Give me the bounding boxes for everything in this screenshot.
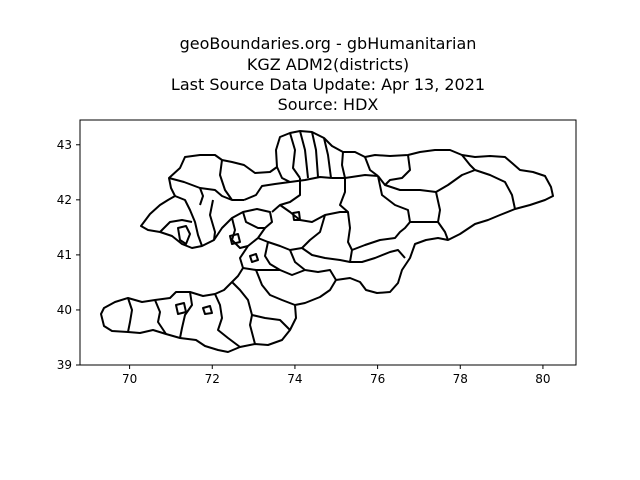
district-line <box>461 154 476 171</box>
district-line <box>299 130 309 179</box>
enclave-outline <box>249 253 259 263</box>
district-line <box>242 211 265 229</box>
x-tick-label: 72 <box>205 372 220 386</box>
district-line <box>255 269 296 306</box>
x-tick-label: 80 <box>535 372 550 386</box>
district-line <box>341 151 346 179</box>
district-line <box>159 219 193 233</box>
district-line <box>349 175 411 263</box>
enclave-outline <box>292 211 301 221</box>
district-line <box>214 293 241 348</box>
x-axis-ticks: 70 72 74 76 78 80 <box>122 365 551 386</box>
enclave-outline <box>202 305 213 315</box>
district-line <box>279 204 348 223</box>
y-tick-label: 43 <box>57 138 72 152</box>
x-tick-label: 74 <box>287 372 302 386</box>
district-line <box>179 291 193 339</box>
x-tick-label: 76 <box>370 372 385 386</box>
y-axis-ticks: 39 40 41 42 43 <box>57 138 80 372</box>
district-line <box>127 297 133 333</box>
y-tick-label: 42 <box>57 193 72 207</box>
district-line <box>231 281 256 345</box>
axes-frame <box>79 119 577 366</box>
district-line <box>364 156 379 177</box>
x-tick-label: 78 <box>453 372 468 386</box>
y-tick-label: 41 <box>57 248 72 262</box>
district-line <box>289 132 301 179</box>
title-line-1: geoBoundaries.org - gbHumanitarian <box>180 34 477 53</box>
district-line <box>251 314 291 331</box>
district-line <box>243 176 333 201</box>
district-line <box>332 174 379 179</box>
enclave-outline <box>229 233 241 245</box>
district-line <box>271 178 301 213</box>
district-line <box>257 237 406 263</box>
district-boundaries <box>100 130 554 353</box>
enclave-outline <box>175 302 187 315</box>
y-tick-label: 39 <box>57 358 72 372</box>
district-line <box>242 267 280 271</box>
district-line <box>384 154 411 186</box>
district-line <box>154 299 167 335</box>
district-line <box>199 187 244 201</box>
title-line-2: KGZ ADM2(districts) <box>247 55 409 74</box>
district-line <box>301 214 326 249</box>
district-line <box>174 195 203 247</box>
district-line <box>264 241 306 276</box>
district-line <box>311 131 319 178</box>
district-line <box>276 166 291 183</box>
district-line <box>219 159 233 201</box>
country-outline <box>100 130 554 353</box>
district-line <box>209 199 216 241</box>
title-line-4: Source: HDX <box>278 95 379 114</box>
y-tick-label: 40 <box>57 303 72 317</box>
x-tick-label: 70 <box>122 372 137 386</box>
district-line <box>323 137 332 179</box>
enclave-outline <box>177 225 191 245</box>
title-line-3: Last Source Data Update: Apr 13, 2021 <box>171 75 485 94</box>
district-line <box>377 169 516 210</box>
district-line <box>289 249 337 281</box>
